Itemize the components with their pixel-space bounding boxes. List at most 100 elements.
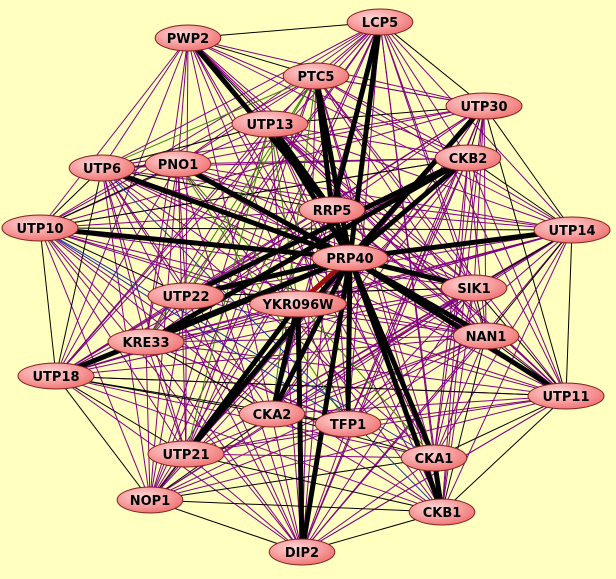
- edge-utp10-rrp5[interactable]: [39, 209, 333, 229]
- edge-utp10-ckb2[interactable]: [39, 157, 469, 229]
- node-utp21[interactable]: UTP21: [147, 440, 225, 468]
- node-shape[interactable]: [346, 8, 414, 36]
- edge-lcp5-ckb2[interactable]: [379, 21, 469, 159]
- edge-ckb2-utp22[interactable]: [184, 155, 470, 299]
- edge-sik1-dip2[interactable]: [301, 287, 475, 553]
- edge-utp21-dip2[interactable]: [185, 453, 303, 553]
- node-tfp1[interactable]: TFP1: [314, 410, 382, 438]
- node-utp13[interactable]: UTP13: [231, 110, 309, 138]
- node-ckb2[interactable]: CKB2: [434, 144, 502, 172]
- edge-cka2-kre33[interactable]: [145, 341, 273, 415]
- node-shape[interactable]: [231, 110, 309, 138]
- edge-utp13-utp21[interactable]: [185, 123, 271, 455]
- node-shape[interactable]: [147, 282, 225, 310]
- edge-utp10-utp18[interactable]: [39, 227, 57, 377]
- edge-nan1-utp21[interactable]: [185, 335, 487, 455]
- edge-sik1-tfp1[interactable]: [347, 287, 475, 425]
- edge-nop1-tfp1[interactable]: [149, 423, 349, 501]
- edge-utp18-nop1[interactable]: [55, 375, 151, 501]
- node-shape[interactable]: [238, 400, 306, 428]
- node-shape[interactable]: [1, 214, 79, 242]
- node-ykr096w[interactable]: YKR096W: [249, 290, 347, 318]
- edge-ckb2-pno1[interactable]: [177, 157, 469, 165]
- edge-utp30-lcp5[interactable]: [379, 21, 485, 107]
- edge-prp40-utp18[interactable]: [55, 255, 351, 379]
- node-cka2[interactable]: CKA2: [238, 400, 306, 428]
- edge-pwp2-utp10[interactable]: [39, 37, 189, 229]
- edge-dip2-tfp1[interactable]: [301, 423, 349, 553]
- edge-utp10-tfp1[interactable]: [39, 227, 349, 425]
- edge-ckb1-nan1[interactable]: [441, 335, 487, 513]
- edge-utp11-tfp1[interactable]: [347, 395, 567, 425]
- node-ptc5[interactable]: PTC5: [282, 62, 350, 90]
- edge-utp18-utp21[interactable]: [55, 375, 187, 455]
- node-rrp5[interactable]: RRP5: [298, 196, 366, 224]
- node-shape[interactable]: [147, 440, 225, 468]
- edge-utp6-ykr096w[interactable]: [101, 167, 299, 305]
- edge-prp40-cka2[interactable]: [269, 256, 353, 416]
- edge-utp6-dip2[interactable]: [101, 167, 303, 553]
- edge-lcp5-utp6[interactable]: [101, 21, 381, 169]
- node-shape[interactable]: [400, 444, 468, 472]
- edge-utp6-utp22[interactable]: [101, 167, 187, 297]
- edge-ckb1-utp11[interactable]: [441, 395, 567, 513]
- node-shape[interactable]: [144, 150, 212, 178]
- node-utp6[interactable]: UTP6: [68, 154, 136, 182]
- edge-utp14-nan1[interactable]: [485, 229, 573, 337]
- edge-nan1-tfp1[interactable]: [347, 335, 487, 425]
- node-shape[interactable]: [452, 322, 520, 350]
- edge-sik1-utp18[interactable]: [55, 287, 475, 377]
- node-utp18[interactable]: UTP18: [17, 362, 95, 390]
- node-shape[interactable]: [68, 154, 136, 182]
- edge-utp14-ckb1[interactable]: [441, 229, 573, 513]
- edge-ykr096w-utp21[interactable]: [183, 302, 301, 456]
- edge-pwp2-utp6[interactable]: [101, 37, 189, 169]
- edge-prp40-utp14[interactable]: [349, 227, 573, 261]
- edge-prp40-utp11[interactable]: [348, 255, 568, 399]
- node-nan1[interactable]: NAN1: [452, 322, 520, 350]
- edge-utp21-kre33[interactable]: [145, 341, 187, 455]
- edge-pwp2-pno1[interactable]: [177, 37, 189, 165]
- node-nop1[interactable]: NOP1: [116, 486, 184, 514]
- node-utp10[interactable]: UTP10: [1, 214, 79, 242]
- edge-utp10-dip2[interactable]: [39, 227, 303, 553]
- edge-utp13-ykr096w[interactable]: [269, 123, 299, 305]
- edge-nan1-kre33[interactable]: [145, 335, 487, 343]
- edge-rrp5-ptc5[interactable]: [313, 75, 335, 211]
- edge-ckb2-nan1[interactable]: [467, 157, 487, 337]
- edge-utp13-ckb1[interactable]: [269, 123, 443, 513]
- edge-ckb2-kre33[interactable]: [144, 155, 470, 345]
- node-utp11[interactable]: UTP11: [527, 382, 605, 410]
- node-shape[interactable]: [116, 486, 184, 514]
- edge-utp18-ckb1[interactable]: [55, 375, 443, 513]
- node-shape[interactable]: [107, 328, 185, 356]
- edge-dip2-cka1[interactable]: [301, 457, 435, 553]
- edge-pwp2-utp14[interactable]: [187, 37, 573, 231]
- node-prp40[interactable]: PRP40: [311, 244, 389, 272]
- node-ckb1[interactable]: CKB1: [408, 498, 476, 526]
- node-shape[interactable]: [17, 362, 95, 390]
- edge-utp11-utp14[interactable]: [565, 229, 573, 397]
- edge-utp11-cka2[interactable]: [271, 395, 567, 415]
- edge-pno1-utp18[interactable]: [55, 163, 179, 377]
- node-shape[interactable]: [434, 144, 502, 172]
- edge-prp40-tfp1[interactable]: [345, 257, 353, 425]
- edge-ptc5-ckb1[interactable]: [315, 75, 443, 513]
- edge-prp40-utp6[interactable]: [101, 165, 351, 261]
- edge-rrp5-lcp5[interactable]: [329, 21, 383, 211]
- edge-pno1-utp14[interactable]: [177, 163, 573, 231]
- node-kre33[interactable]: KRE33: [107, 328, 185, 356]
- node-shape[interactable]: [249, 290, 347, 318]
- edge-prp40-ckb2[interactable]: [348, 156, 470, 260]
- node-pno1[interactable]: PNO1: [144, 150, 212, 178]
- node-sik1[interactable]: SIK1: [440, 274, 508, 302]
- node-utp30[interactable]: UTP30: [445, 92, 523, 120]
- node-utp14[interactable]: UTP14: [533, 216, 611, 244]
- node-shape[interactable]: [154, 24, 222, 52]
- node-lcp5[interactable]: LCP5: [346, 8, 414, 36]
- edge-nop1-ckb1[interactable]: [149, 499, 443, 513]
- edge-utp30-pno1[interactable]: [177, 105, 485, 165]
- node-shape[interactable]: [268, 538, 336, 566]
- edge-utp14-utp30[interactable]: [483, 105, 573, 231]
- edge-utp6-rrp5[interactable]: [101, 167, 333, 211]
